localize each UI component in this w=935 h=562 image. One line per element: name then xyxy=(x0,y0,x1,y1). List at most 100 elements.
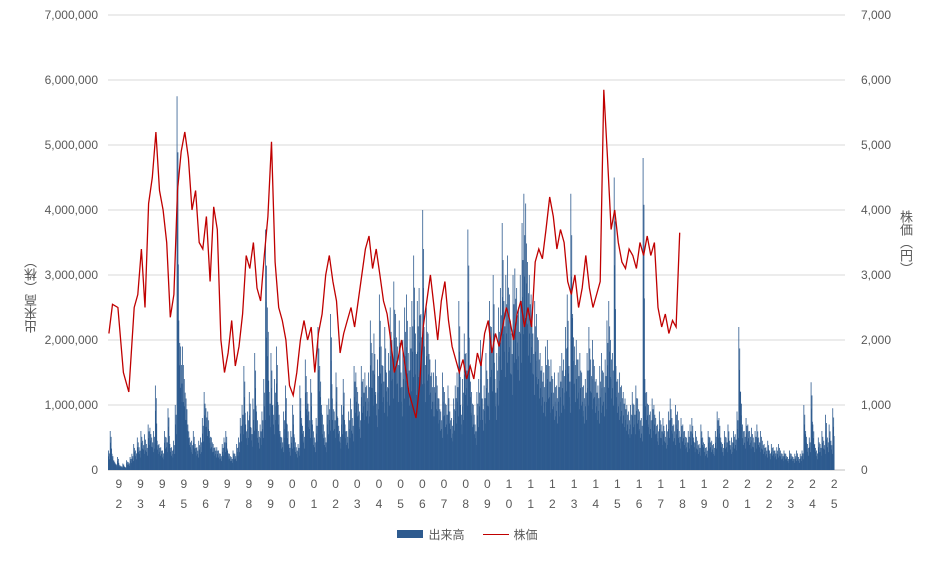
volume-bar xyxy=(448,410,449,470)
volume-bar xyxy=(675,424,677,470)
volume-bar xyxy=(414,352,416,470)
volume-bar xyxy=(749,442,751,470)
volume-bar xyxy=(715,442,717,470)
volume-bar xyxy=(373,405,374,470)
volume-bar xyxy=(598,398,600,470)
volume-bar xyxy=(238,442,240,470)
volume-bar xyxy=(759,452,761,470)
volume-bar xyxy=(585,406,587,470)
volume-bar xyxy=(832,426,834,470)
volume-bar xyxy=(714,431,716,470)
volume-bar xyxy=(307,403,309,470)
volume-bar xyxy=(696,440,698,470)
legend-swatch-price xyxy=(482,533,509,535)
volume-bar xyxy=(174,405,176,470)
volume-bar xyxy=(413,319,415,470)
volume-bar xyxy=(478,379,480,470)
volume-bar xyxy=(638,430,640,470)
volume-bar xyxy=(428,353,430,470)
volume-bar xyxy=(294,447,296,470)
volume-bar xyxy=(461,414,462,470)
volume-bar xyxy=(210,448,212,470)
volume-bar xyxy=(599,397,601,470)
volume-bar xyxy=(618,392,620,470)
volume-bar xyxy=(779,447,780,470)
volume-bar xyxy=(336,387,338,470)
volume-bar xyxy=(766,457,768,470)
volume-bar xyxy=(206,417,208,470)
volume-bar xyxy=(151,447,153,470)
volume-bar xyxy=(623,415,625,470)
volume-bar xyxy=(296,454,298,470)
volume-bar xyxy=(419,315,421,470)
volume-bar xyxy=(250,427,252,470)
volume-bar xyxy=(444,415,446,470)
volume-bar xyxy=(492,391,494,470)
volume-bar xyxy=(731,447,733,470)
volume-bar xyxy=(737,437,739,470)
volume-bar xyxy=(400,372,402,470)
volume-bar xyxy=(510,373,512,470)
volume-bar xyxy=(661,431,663,470)
volume-bar xyxy=(502,297,504,470)
volume-bar xyxy=(167,408,169,470)
volume-bar xyxy=(563,359,565,470)
volume-bar xyxy=(679,442,681,470)
x-tick-label-top: 1 xyxy=(636,477,643,491)
volume-bar xyxy=(680,448,681,470)
volume-bar xyxy=(615,366,617,470)
volume-bar xyxy=(508,287,509,470)
volume-bar xyxy=(158,453,159,470)
volume-bar xyxy=(396,384,398,470)
volume-bar xyxy=(705,447,706,470)
volume-bar xyxy=(465,353,467,470)
volume-bar xyxy=(377,392,379,470)
volume-bar xyxy=(447,385,449,470)
volume-bar xyxy=(370,365,372,470)
volume-bar xyxy=(199,453,201,470)
volume-bar xyxy=(769,450,770,470)
volume-bar xyxy=(663,433,664,470)
volume-bar xyxy=(316,425,318,470)
volume-bar xyxy=(625,409,627,470)
volume-bar xyxy=(401,401,402,470)
volume-bar xyxy=(442,401,444,470)
volume-bar xyxy=(248,392,250,470)
volume-bar xyxy=(690,438,691,470)
volume-bar xyxy=(187,430,188,470)
volume-bar xyxy=(747,424,749,470)
volume-bar xyxy=(418,288,420,470)
volume-bar xyxy=(468,337,470,470)
volume-bar xyxy=(161,450,163,470)
volume-bar xyxy=(195,447,197,470)
volume-bar xyxy=(657,424,658,470)
volume-bar xyxy=(235,456,237,470)
volume-bar xyxy=(318,348,320,470)
volume-bar xyxy=(469,366,471,470)
volume-bar xyxy=(829,438,830,470)
volume-bar xyxy=(246,444,248,470)
volume-bar xyxy=(249,403,251,470)
volume-bar xyxy=(787,457,788,470)
volume-bar xyxy=(108,456,110,470)
volume-bar xyxy=(810,382,812,470)
volume-bar xyxy=(593,359,594,470)
volume-bar xyxy=(455,410,457,470)
volume-bar xyxy=(441,437,443,470)
volume-bar xyxy=(603,401,605,470)
volume-bar xyxy=(703,442,704,470)
volume-bar xyxy=(339,442,341,470)
volume-bar xyxy=(427,380,429,470)
volume-bar xyxy=(565,369,567,470)
volume-bar xyxy=(220,458,222,470)
volume-bar xyxy=(363,406,364,470)
volume-bar xyxy=(726,447,728,470)
volume-bar xyxy=(778,451,780,470)
y-right-tick-label: 1,000 xyxy=(861,398,891,412)
volume-bar xyxy=(481,359,482,470)
volume-bar xyxy=(193,436,195,470)
volume-bar xyxy=(692,425,694,470)
volume-bar xyxy=(393,281,395,470)
volume-bar xyxy=(431,372,433,470)
